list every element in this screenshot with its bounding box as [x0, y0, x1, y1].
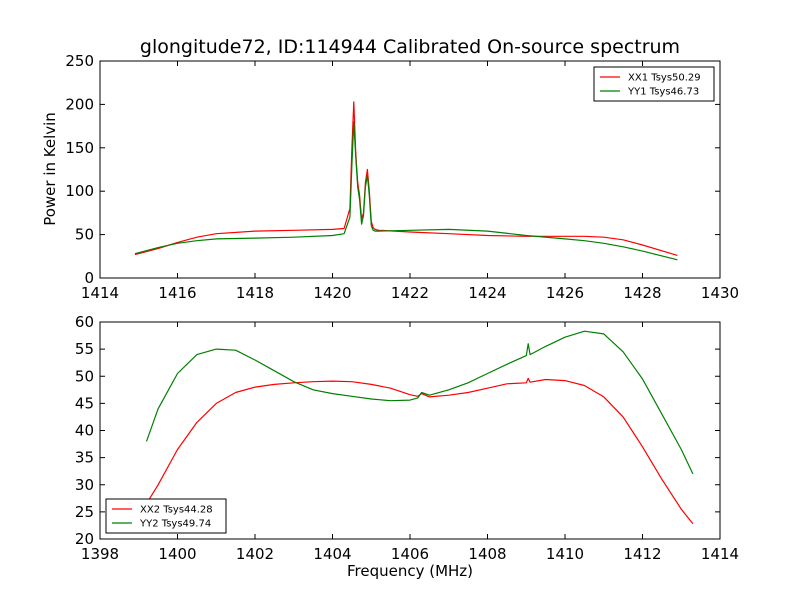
series-line-1: [145, 377, 694, 525]
legend-label-2: YY2 Tsys49.74: [139, 519, 211, 530]
series-line-2: [145, 330, 694, 475]
legend-label-2: YY1 Tsys46.73: [627, 87, 699, 98]
x-tick-label: 1410: [546, 545, 584, 563]
x-tick-label: 1404: [313, 545, 351, 563]
top-plot: 1414 1416 1418 1420 1422 1424 1426 1428 1430 0 50 1…: [65, 52, 739, 302]
legend: XX2 Tsys44.28 YY2 Tsys49.74: [105, 498, 227, 534]
legend: XX1 Tsys50.29 YY1 Tsys46.73: [593, 66, 715, 102]
y-tick-label: 0: [84, 269, 94, 287]
x-tick-label: 1424: [468, 284, 506, 302]
bottom-plot: 1398 1400 1402 1404 1406 1408 1410 1412 1414 20 25…: [75, 313, 739, 563]
y-tick-label: 40: [75, 422, 94, 440]
y-tick-label: 30: [75, 476, 94, 494]
y-tick-label: 100: [65, 182, 94, 200]
y-tick-label: 200: [65, 95, 94, 113]
legend-box: [105, 498, 227, 534]
y-tick-label: 35: [75, 449, 94, 467]
x-tick-label: 1426: [546, 284, 584, 302]
y-tick-label: 55: [75, 340, 94, 358]
x-tick-label: 1428: [623, 284, 661, 302]
x-tick-label: 1430: [701, 284, 739, 302]
y-tick-label: 50: [75, 367, 94, 385]
x-tick-label: 1422: [391, 284, 429, 302]
x-tick-label: 1418: [236, 284, 274, 302]
x-tick-label: 1408: [468, 545, 506, 563]
legend-label-1: XX2 Tsys44.28: [140, 505, 213, 516]
y-tick-label: 50: [75, 226, 94, 244]
x-tick-label: 1398: [81, 545, 119, 563]
x-tick-label: 1414: [81, 284, 119, 302]
y-tick-label: 60: [75, 313, 94, 331]
y-tick-label: 25: [75, 503, 94, 521]
top-y-axis-label: Power in Kelvin: [41, 112, 59, 226]
y-tick-label: 45: [75, 394, 94, 412]
x-tick-label: 1412: [623, 545, 661, 563]
x-tick-label: 1406: [391, 545, 429, 563]
y-tick-label: 20: [75, 530, 94, 548]
legend-box: [593, 66, 715, 102]
bottom-x-axis-label: Frequency (MHz): [347, 562, 473, 580]
series-line-2: [134, 121, 678, 261]
x-tick-label: 1402: [236, 545, 274, 563]
y-tick-label: 150: [65, 139, 94, 157]
x-tick-label: 1416: [158, 284, 196, 302]
legend-label-1: XX1 Tsys50.29: [628, 73, 701, 84]
chart-title: glongitude72, ID:114944 Calibrated On-so…: [140, 36, 680, 58]
y-tick-label: 250: [65, 52, 94, 70]
x-tick-label: 1414: [701, 545, 739, 563]
x-tick-label: 1400: [158, 545, 196, 563]
x-tick-label: 1420: [313, 284, 351, 302]
